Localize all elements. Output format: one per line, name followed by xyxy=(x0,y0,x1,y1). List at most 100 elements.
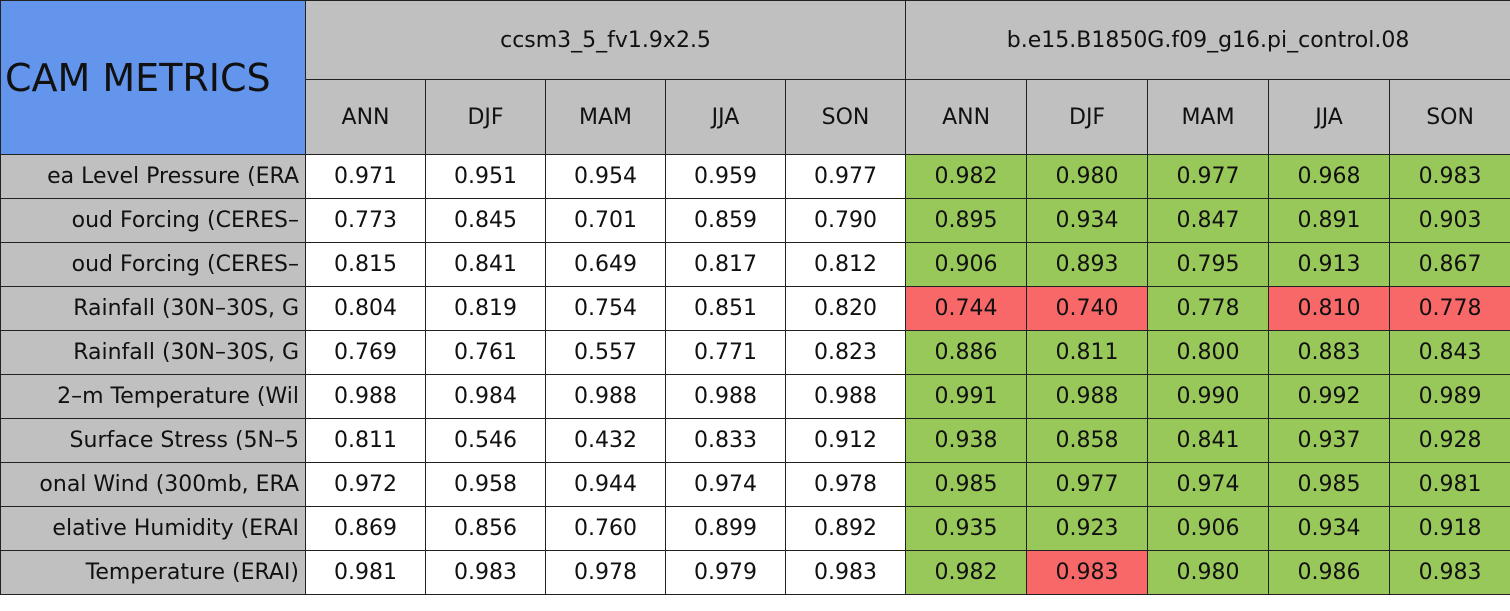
metric-value: 0.790 xyxy=(784,198,907,243)
metric-value: 0.954 xyxy=(545,154,666,199)
row-label: Rainfall (30N–30S, G xyxy=(0,330,306,375)
metric-value: 0.778 xyxy=(1389,286,1510,331)
metric-value: 0.988 xyxy=(784,374,907,419)
metric-value: 0.906 xyxy=(1147,506,1270,551)
metric-value: 0.984 xyxy=(425,374,546,419)
row-label: onal Wind (300mb, ERA xyxy=(0,462,306,507)
metric-value: 0.979 xyxy=(665,550,786,595)
metric-value: 0.906 xyxy=(905,242,1028,287)
metric-value: 0.928 xyxy=(1389,418,1510,463)
metric-value: 0.812 xyxy=(784,242,907,287)
metric-value: 0.892 xyxy=(784,506,907,551)
metric-value: 0.981 xyxy=(1389,462,1510,507)
metric-value: 0.811 xyxy=(305,418,426,463)
metric-row: elative Humidity (ERAI 0.869 0.856 0.760 0.8… xyxy=(0,506,1510,551)
metric-value: 0.760 xyxy=(545,506,666,551)
metric-value: 0.982 xyxy=(905,154,1028,199)
metric-value: 0.958 xyxy=(425,462,546,507)
metric-value: 0.923 xyxy=(1026,506,1149,551)
metric-value: 0.959 xyxy=(665,154,786,199)
season-header: DJF xyxy=(1026,79,1149,155)
metric-value: 0.977 xyxy=(1026,462,1149,507)
metric-value: 0.972 xyxy=(305,462,426,507)
row-label: Rainfall (30N–30S, G xyxy=(0,286,306,331)
metric-value: 0.983 xyxy=(1026,550,1149,595)
season-header: ANN xyxy=(905,79,1028,155)
metric-value: 0.811 xyxy=(1026,330,1149,375)
metric-row: 2–m Temperature (Wil 0.988 0.984 0.988 0.988… xyxy=(0,374,1510,419)
metric-value: 0.754 xyxy=(545,286,666,331)
metric-row: Rainfall (30N–30S, G 0.769 0.761 0.557 0.771… xyxy=(0,330,1510,375)
metric-value: 0.761 xyxy=(425,330,546,375)
metric-row: oud Forcing (CERES– 0.773 0.845 0.701 0.859 0… xyxy=(0,198,1510,243)
metric-row: Surface Stress (5N–5 0.811 0.546 0.432 0.833… xyxy=(0,418,1510,463)
metric-value: 0.800 xyxy=(1147,330,1270,375)
metric-value: 0.820 xyxy=(784,286,907,331)
metric-value: 0.974 xyxy=(665,462,786,507)
metric-value: 0.841 xyxy=(425,242,546,287)
group-header-row: CAM METRICS ccsm3_5_fv1.9x2.5 b.e15.B1850G… xyxy=(0,0,1510,155)
metric-value: 0.944 xyxy=(545,462,666,507)
group-header: ccsm3_5_fv1.9x2.5 xyxy=(304,0,907,80)
metric-value: 0.977 xyxy=(784,154,907,199)
row-label: 2–m Temperature (Wil xyxy=(0,374,306,419)
metric-value: 0.778 xyxy=(1147,286,1270,331)
metric-value: 0.912 xyxy=(784,418,907,463)
metric-value: 0.557 xyxy=(545,330,666,375)
metric-value: 0.988 xyxy=(665,374,786,419)
metric-value: 0.971 xyxy=(305,154,426,199)
metric-value: 0.847 xyxy=(1147,198,1270,243)
metric-value: 0.858 xyxy=(1026,418,1149,463)
metric-value: 0.859 xyxy=(665,198,786,243)
metric-value: 0.819 xyxy=(425,286,546,331)
metric-value: 0.817 xyxy=(665,242,786,287)
metric-value: 0.980 xyxy=(1026,154,1149,199)
metric-value: 0.992 xyxy=(1268,374,1391,419)
metrics-table: CAM METRICS ccsm3_5_fv1.9x2.5 b.e15.B1850G… xyxy=(0,0,1510,595)
row-label: oud Forcing (CERES– xyxy=(0,242,306,287)
metric-value: 0.856 xyxy=(425,506,546,551)
metric-value: 0.546 xyxy=(425,418,546,463)
metric-value: 0.843 xyxy=(1389,330,1510,375)
metric-row: oud Forcing (CERES– 0.815 0.841 0.649 0.817 0… xyxy=(0,242,1510,287)
row-label: elative Humidity (ERAI xyxy=(0,506,306,551)
metric-value: 0.980 xyxy=(1147,550,1270,595)
metric-value: 0.935 xyxy=(905,506,1028,551)
metric-value: 0.978 xyxy=(545,550,666,595)
metric-value: 0.982 xyxy=(905,550,1028,595)
metric-value: 0.985 xyxy=(905,462,1028,507)
metric-value: 0.895 xyxy=(905,198,1028,243)
metric-value: 0.771 xyxy=(665,330,786,375)
metric-value: 0.701 xyxy=(545,198,666,243)
metric-value: 0.937 xyxy=(1268,418,1391,463)
metric-value: 0.833 xyxy=(665,418,786,463)
season-header: MAM xyxy=(545,79,666,155)
metric-value: 0.951 xyxy=(425,154,546,199)
metric-value: 0.985 xyxy=(1268,462,1391,507)
metric-value: 0.983 xyxy=(425,550,546,595)
metric-value: 0.773 xyxy=(305,198,426,243)
metric-value: 0.867 xyxy=(1389,242,1510,287)
metric-value: 0.978 xyxy=(784,462,907,507)
row-label: Surface Stress (5N–5 xyxy=(0,418,306,463)
metric-value: 0.740 xyxy=(1026,286,1149,331)
metric-value: 0.981 xyxy=(305,550,426,595)
row-label: Temperature (ERAI) xyxy=(0,550,306,595)
metric-value: 0.988 xyxy=(1026,374,1149,419)
metric-value: 0.810 xyxy=(1268,286,1391,331)
metric-value: 0.988 xyxy=(545,374,666,419)
metric-value: 0.974 xyxy=(1147,462,1270,507)
season-header: DJF xyxy=(425,79,546,155)
metric-value: 0.903 xyxy=(1389,198,1510,243)
metric-value: 0.769 xyxy=(305,330,426,375)
season-header: JJA xyxy=(1268,79,1391,155)
metric-value: 0.649 xyxy=(545,242,666,287)
row-label: oud Forcing (CERES– xyxy=(0,198,306,243)
metric-value: 0.913 xyxy=(1268,242,1391,287)
group-header: b.e15.B1850G.f09_g16.pi_control.08 xyxy=(905,0,1510,80)
metric-value: 0.990 xyxy=(1147,374,1270,419)
season-header-row: ANN DJF MAM JJA SON ANN DJF MAM JJA SON xyxy=(1,79,1510,155)
metric-row: Temperature (ERAI) 0.981 0.983 0.978 0.979 0.… xyxy=(0,550,1510,595)
metric-value: 0.989 xyxy=(1389,374,1510,419)
